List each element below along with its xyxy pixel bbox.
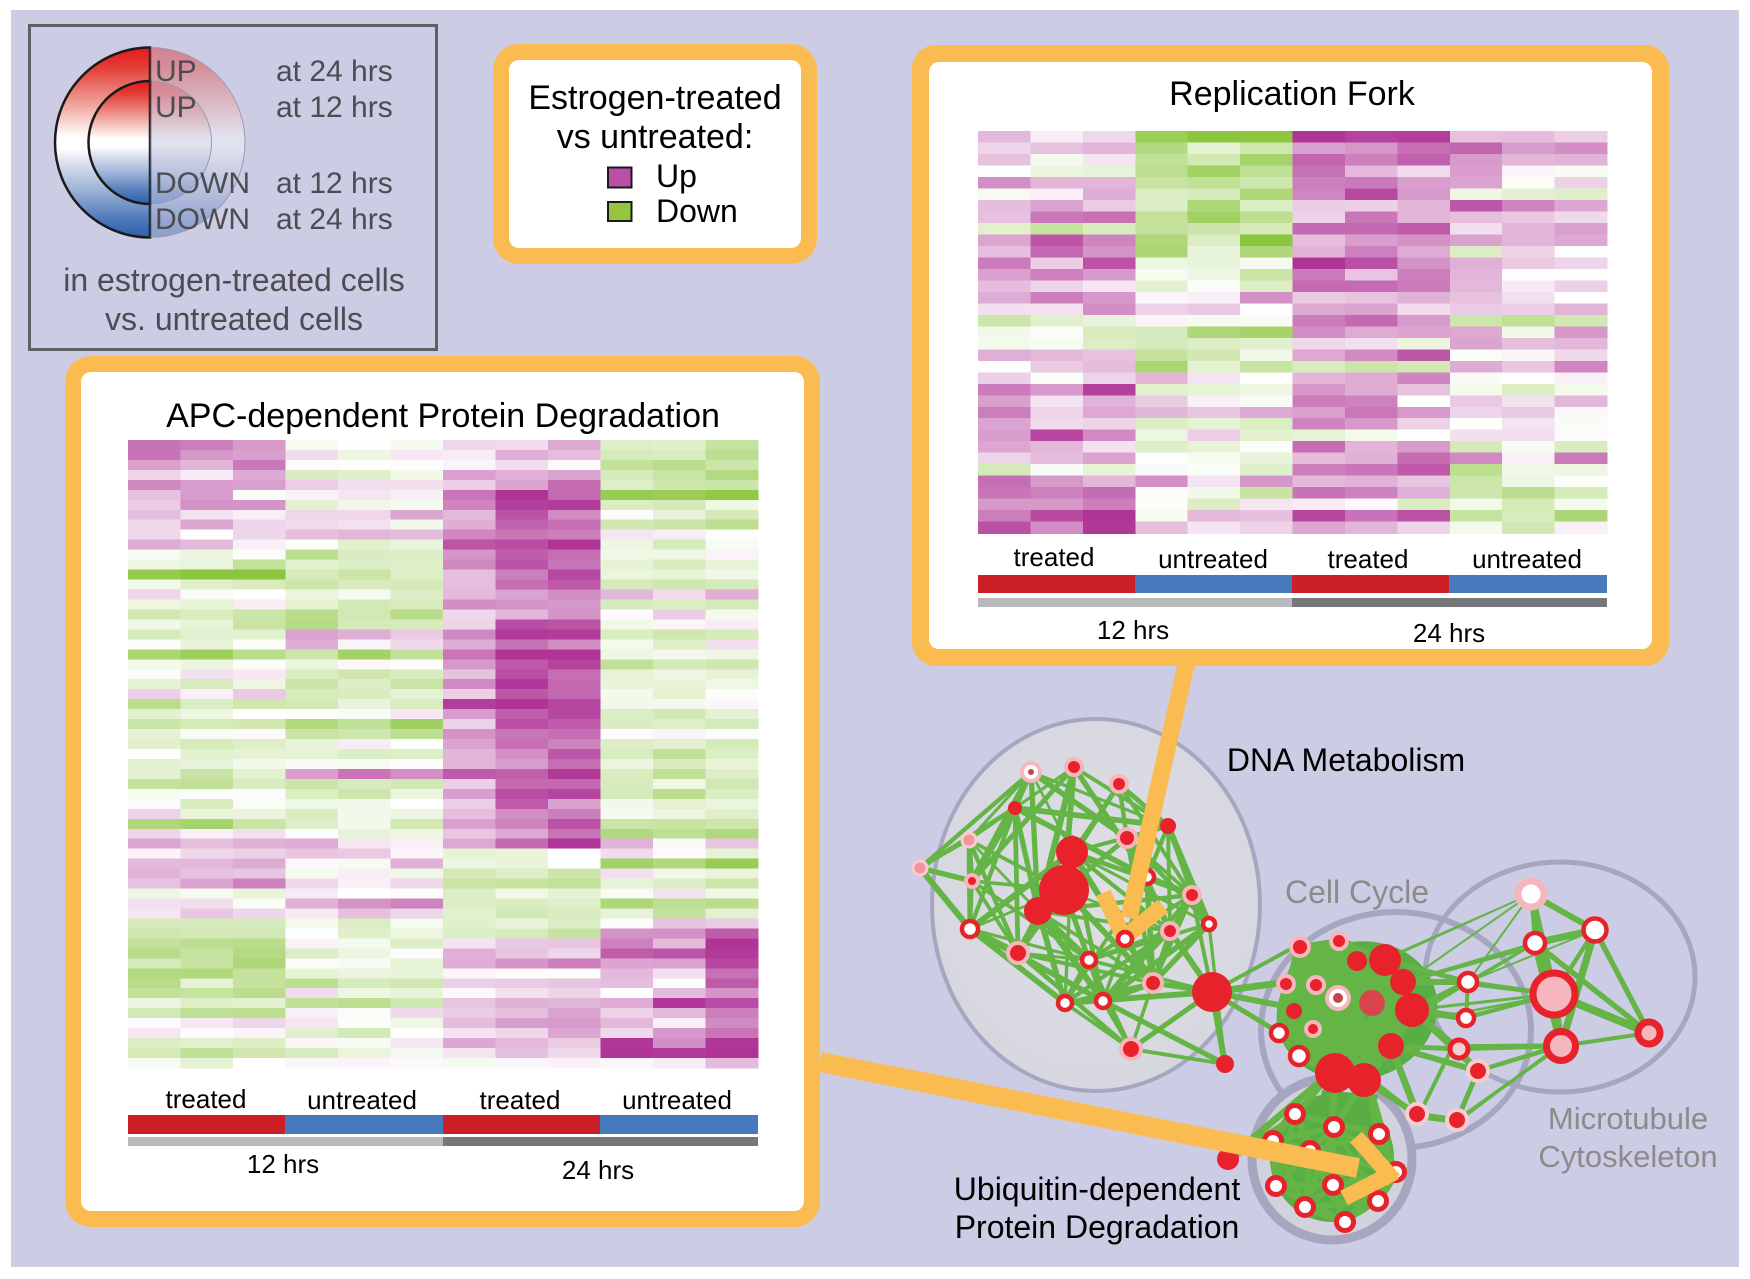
svg-text:at 12 hrs: at 12 hrs — [276, 91, 393, 124]
svg-text:24 hrs: 24 hrs — [1413, 618, 1485, 648]
svg-text:untreated: untreated — [307, 1085, 417, 1115]
svg-text:UP: UP — [155, 55, 197, 88]
svg-text:Down: Down — [656, 193, 738, 229]
svg-text:Protein Degradation: Protein Degradation — [955, 1209, 1240, 1245]
svg-text:vs untreated:: vs untreated: — [557, 118, 754, 156]
svg-text:APC-dependent Protein Degradat: APC-dependent Protein Degradation — [166, 397, 720, 435]
svg-text:untreated: untreated — [1472, 544, 1582, 574]
svg-text:treated: treated — [1014, 542, 1095, 572]
svg-text:at 24 hrs: at 24 hrs — [276, 55, 393, 88]
svg-text:DOWN: DOWN — [155, 203, 250, 236]
svg-text:DOWN: DOWN — [155, 167, 250, 200]
svg-text:DNA Metabolism: DNA Metabolism — [1227, 742, 1465, 778]
svg-text:Cell Cycle: Cell Cycle — [1285, 874, 1429, 910]
svg-text:in estrogen-treated cells: in estrogen-treated cells — [63, 262, 405, 298]
svg-text:Up: Up — [656, 158, 697, 194]
svg-text:24 hrs: 24 hrs — [562, 1155, 634, 1185]
svg-text:Microtubule: Microtubule — [1548, 1101, 1708, 1136]
svg-text:12 hrs: 12 hrs — [247, 1149, 319, 1179]
svg-text:untreated: untreated — [1158, 544, 1268, 574]
svg-text:UP: UP — [155, 91, 197, 124]
svg-text:untreated: untreated — [622, 1085, 732, 1115]
svg-text:Ubiquitin-dependent: Ubiquitin-dependent — [954, 1171, 1241, 1207]
svg-text:at 24 hrs: at 24 hrs — [276, 203, 393, 236]
svg-text:12 hrs: 12 hrs — [1097, 615, 1169, 645]
svg-text:at 12 hrs: at 12 hrs — [276, 167, 393, 200]
svg-text:treated: treated — [480, 1085, 561, 1115]
svg-text:treated: treated — [166, 1084, 247, 1114]
svg-text:Cytoskeleton: Cytoskeleton — [1538, 1139, 1717, 1174]
svg-text:treated: treated — [1328, 544, 1409, 574]
svg-text:Estrogen-treated: Estrogen-treated — [528, 79, 781, 117]
svg-text:Replication Fork: Replication Fork — [1169, 75, 1416, 113]
svg-text:vs. untreated cells: vs. untreated cells — [105, 301, 363, 337]
